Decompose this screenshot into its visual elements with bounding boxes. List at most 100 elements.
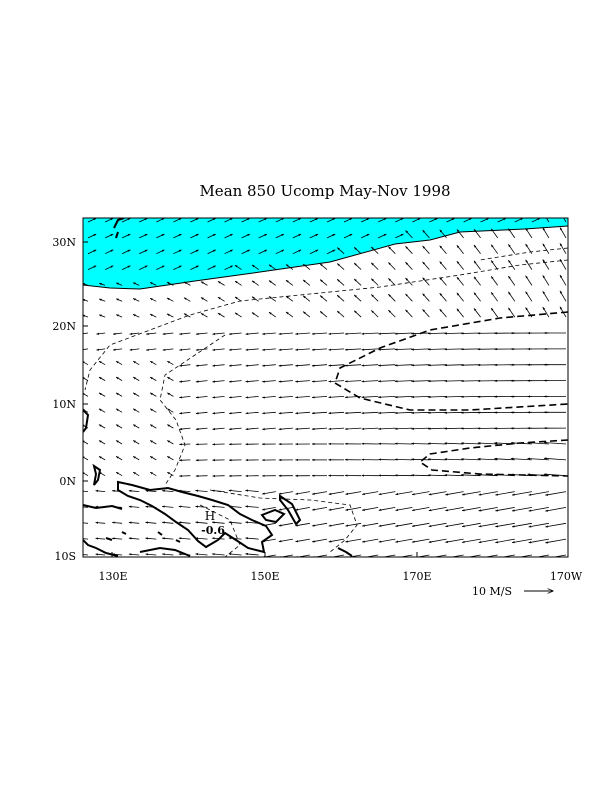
wind-vector <box>190 249 199 255</box>
contour-thin-dashed <box>84 259 568 391</box>
contour-thin-dashed <box>479 247 568 261</box>
wind-vector <box>173 249 182 255</box>
wind-vector <box>361 380 379 383</box>
wind-vector <box>378 364 396 367</box>
wind-vector <box>183 297 191 302</box>
wind-vector <box>245 380 259 383</box>
wind-vector <box>245 411 259 415</box>
wind-vector <box>195 553 208 556</box>
wind-vector <box>149 376 157 381</box>
wind-vector <box>278 396 293 399</box>
wind-vector <box>268 296 277 302</box>
wind-vector <box>132 282 140 286</box>
wind-vector <box>302 263 311 270</box>
wind-vector <box>495 522 515 528</box>
wind-vector <box>241 249 251 255</box>
wind-vector <box>245 505 259 508</box>
wind-vector <box>456 292 464 302</box>
wind-vector <box>212 364 225 367</box>
wind-vector <box>128 505 140 508</box>
wind-vector <box>112 348 123 351</box>
wind-vector <box>511 491 532 496</box>
wind-vector <box>98 440 106 445</box>
wind-vector <box>211 489 225 492</box>
wind-vector <box>167 392 174 397</box>
wind-vector <box>149 297 157 302</box>
wind-vector <box>262 411 276 415</box>
wind-vector <box>278 507 293 511</box>
contour-lines <box>83 225 568 557</box>
wind-vector <box>245 364 259 367</box>
wind-vector <box>411 411 430 415</box>
wind-vector <box>211 505 225 508</box>
wind-vector <box>115 471 123 477</box>
wind-vector <box>83 348 89 350</box>
wind-vector <box>559 306 567 318</box>
wind-vector <box>211 537 225 540</box>
wind-vector <box>309 233 319 239</box>
plot-frame <box>82 217 569 558</box>
wind-vector <box>295 364 310 367</box>
wind-vector <box>508 228 516 239</box>
wind-vector <box>261 491 276 495</box>
wind-vector <box>394 380 413 383</box>
wind-vector <box>395 522 413 527</box>
wind-vector <box>395 538 413 543</box>
zero-contour <box>83 225 568 290</box>
wind-vector <box>497 218 507 223</box>
wind-vector <box>478 522 498 528</box>
wind-vector <box>528 491 549 496</box>
wind-vector <box>444 411 464 414</box>
wind-vector <box>145 553 157 556</box>
wind-vector <box>319 279 328 286</box>
wind-vector <box>361 491 379 496</box>
wind-vector <box>422 245 430 254</box>
wind-vector <box>473 228 481 239</box>
wind-vector <box>115 314 123 318</box>
wind-vector <box>311 427 328 431</box>
wind-vector <box>531 218 541 223</box>
wind-vector <box>371 262 379 270</box>
wind-vector <box>394 458 413 461</box>
wind-vector <box>161 521 174 524</box>
wind-vector <box>345 522 362 527</box>
wind-vector <box>311 364 328 367</box>
wind-vector <box>439 229 447 239</box>
wind-vector <box>183 313 191 318</box>
wind-vector <box>275 249 285 255</box>
wind-vector <box>262 332 276 336</box>
wind-vector <box>258 249 268 255</box>
vector-key-label: 10 M/S <box>472 585 512 598</box>
wind-vector <box>121 233 131 239</box>
wind-vector <box>285 264 294 270</box>
y-tick-10s: 10S <box>54 550 76 563</box>
wind-vector <box>411 395 430 399</box>
wind-vector <box>460 379 481 383</box>
wind-vector <box>95 553 106 556</box>
wind-vector <box>87 218 97 223</box>
wind-vector <box>336 263 345 270</box>
wind-vector <box>559 290 567 302</box>
wind-vector <box>378 233 387 239</box>
wind-vector <box>228 364 242 367</box>
wind-vector <box>478 491 498 496</box>
wind-vector <box>456 245 464 254</box>
wind-vector <box>378 411 396 415</box>
wind-vector <box>328 427 345 431</box>
y-tick-10n: 10N <box>52 398 76 411</box>
wind-vector <box>83 424 89 429</box>
wind-vector <box>145 521 157 524</box>
wind-vector <box>178 537 191 540</box>
wind-vector <box>508 307 516 318</box>
wind-vector <box>115 360 123 366</box>
wind-vector <box>456 229 464 239</box>
wind-vector <box>104 249 114 255</box>
wind-vector <box>112 332 123 335</box>
wind-vector <box>145 505 157 508</box>
wind-vector <box>115 456 123 461</box>
contour-thick-dashed <box>334 311 568 411</box>
halmahera-coast <box>92 463 102 486</box>
wind-vector <box>95 521 106 524</box>
wind-vector <box>395 218 404 223</box>
wind-vector <box>511 538 532 544</box>
